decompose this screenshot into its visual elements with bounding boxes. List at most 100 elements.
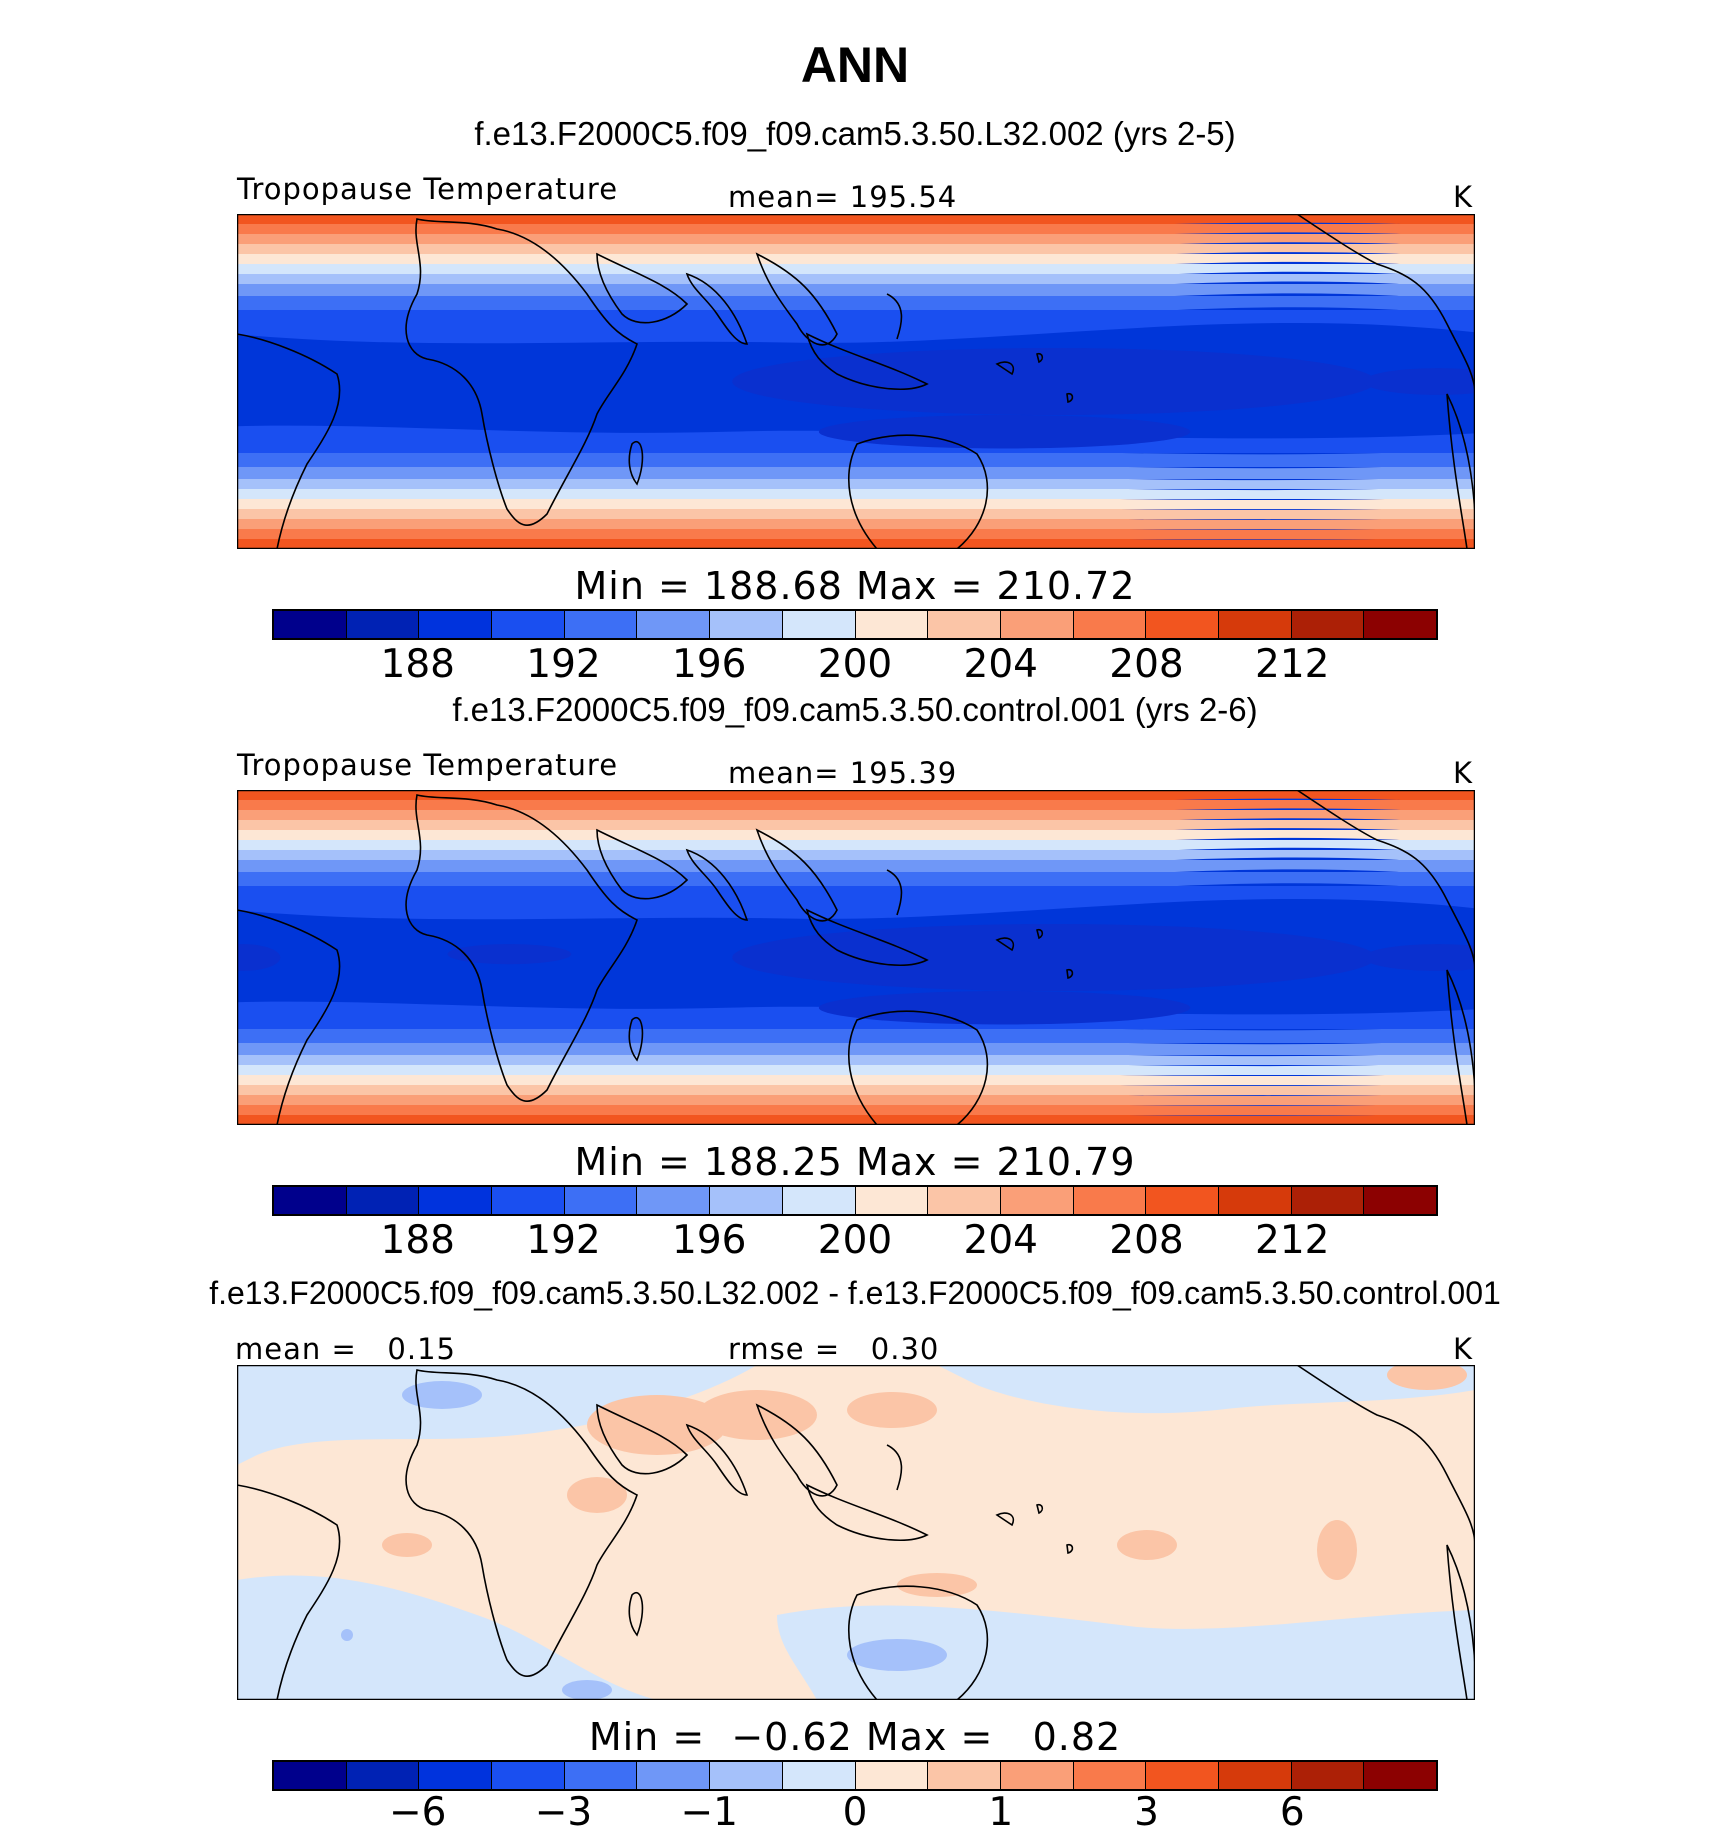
colorbar-segment [1291,1187,1365,1214]
coastline [805,1483,929,1541]
coastline [405,1369,638,1677]
diff-negative-core [847,1639,947,1671]
colorbar-segment [855,611,929,638]
colorbar-segment [1146,611,1219,638]
contour-core [237,944,281,971]
colorbar-segment [710,1187,783,1214]
coastline [848,434,989,549]
coastline [805,332,929,390]
figure-title: ANN [800,37,910,93]
coastline [685,272,749,345]
colorbar-segment [1291,1762,1365,1789]
coastline [1036,928,1044,940]
colorbar-tick-label: 212 [1255,1218,1330,1263]
colorbar-segment [346,1762,420,1789]
colorbar-segment [492,1762,565,1789]
colorbar-tick-label: 212 [1255,642,1330,687]
panel-3-map [237,1365,1475,1700]
diff-negative-core [562,1680,612,1700]
colorbar-tick-label: 192 [526,1218,601,1263]
colorbar-tick-label: −1 [680,1790,739,1835]
coastline [237,333,341,549]
colorbar-segment [855,1762,929,1789]
colorbar-segment [492,1187,565,1214]
contour-core [732,924,1376,991]
coastline [685,1423,749,1496]
coastline [1036,1503,1044,1515]
coastline [755,252,838,346]
colorbar-segment [782,611,856,638]
contour-core [1363,944,1475,971]
contour-core [818,991,1191,1025]
contour-core [818,415,1191,449]
coastline [1066,392,1074,404]
colorbar-segment [346,1187,420,1214]
coastline [1066,968,1074,980]
contour-core [732,348,1376,415]
colorbar-tick-label: 3 [1134,1790,1159,1835]
colorbar-segment [492,611,565,638]
diff-negative-region [777,1605,1475,1700]
colorbar-segment [1000,1762,1074,1789]
panel-3-mean-label: mean = 0.15 [235,1332,456,1366]
colorbar-tick-label: 196 [672,1218,747,1263]
coastline [755,828,838,922]
coastline [1446,969,1475,1125]
panel-2-left-label: Tropopause Temperature [237,748,619,782]
colorbar-segment [637,1187,711,1214]
colorbar-segment [1218,1762,1292,1789]
colorbar-tick-label: −3 [534,1790,593,1835]
colorbar-tick-label: 208 [1109,642,1184,687]
coastline [405,218,638,526]
colorbar-segment [782,1187,856,1214]
colorbar-tick-label: 200 [817,642,893,687]
colorbar-segment [274,1187,347,1214]
diff-positive-region [897,1573,977,1597]
colorbar-segment [1146,1187,1219,1214]
diff-positive-region [847,1392,937,1428]
diff-negative-region [937,1365,1475,1414]
coastline [995,937,1015,952]
colorbar-segment [1000,1187,1074,1214]
colorbar-segment [274,1762,347,1789]
panel-1-colorbar [272,609,1438,640]
coastline [1295,1365,1475,1546]
coastline [1295,214,1475,395]
diff-positive-region [567,1477,627,1513]
colorbar-segment [710,1762,783,1789]
colorbar-segment [564,1187,638,1214]
colorbar-segment [1146,1762,1219,1789]
colorbar-segment [637,611,711,638]
colorbar-segment [419,611,493,638]
contour-core [1363,368,1475,395]
colorbar-tick-label: 188 [380,1218,455,1263]
coastline [886,293,903,340]
panel-3-colorbar [272,1760,1438,1791]
panel-2-mean-label: mean= 195.39 [728,756,958,790]
coastline [1446,1544,1475,1700]
diff-positive-region [587,1395,727,1455]
coastline [596,1403,689,1475]
colorbar-segment [1364,1187,1436,1214]
colorbar-segment [346,611,420,638]
diff-negative-core [402,1381,482,1409]
diff-positive-region [1117,1530,1177,1560]
colorbar-tick-label: 188 [380,642,455,687]
coastline [628,1592,644,1637]
panel-1-left-label: Tropopause Temperature [237,172,619,206]
colorbar-segment [928,1762,1001,1789]
colorbar-segment [1364,1762,1436,1789]
panel-2-minmax: Min = 188.25 Max = 210.79 [574,1140,1136,1184]
panel-3-case-title: f.e13.F2000C5.f09_f09.cam5.3.50.L32.002 … [209,1275,1501,1311]
coastline [1295,790,1475,971]
coastline [628,1017,644,1062]
coastline [685,848,749,921]
colorbar-segment [855,1187,929,1214]
coastline [886,1444,903,1491]
coastline [1036,352,1044,364]
panel-2-colorbar [272,1185,1438,1216]
coastline [995,361,1015,376]
coastline [596,828,689,900]
colorbar-segment [564,1762,638,1789]
coastline [995,1512,1015,1527]
